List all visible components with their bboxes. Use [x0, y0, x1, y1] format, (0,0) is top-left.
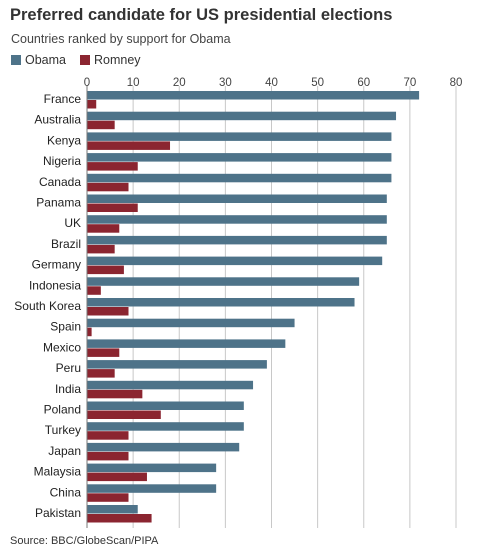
legend-swatch-obama [11, 55, 21, 65]
legend-swatch-romney [80, 55, 90, 65]
bar-obama-germany [87, 256, 383, 266]
bar-obama-mexico [87, 339, 286, 348]
bar-obama-peru [87, 360, 267, 369]
category-label-south-korea: South Korea [14, 299, 81, 313]
bar-obama-malaysia [87, 463, 217, 473]
bar-romney-panama [87, 203, 138, 212]
category-label-france: France [44, 92, 82, 106]
bar-romney-turkey [87, 431, 129, 440]
category-label-japan: Japan [48, 444, 81, 458]
bar-obama-india [87, 380, 254, 390]
legend-label-romney: Romney [94, 53, 141, 67]
bar-romney-australia [87, 120, 115, 130]
bar-obama-japan [87, 442, 240, 452]
x-tick-label-40: 40 [265, 77, 278, 89]
bar-obama-nigeria [87, 153, 392, 162]
bar-romney-japan [87, 451, 129, 461]
category-label-indonesia: Indonesia [29, 278, 81, 292]
category-label-spain: Spain [50, 320, 81, 334]
bar-obama-poland [87, 401, 244, 410]
category-label-uk: UK [64, 216, 81, 230]
bar-romney-canada [87, 182, 129, 192]
bar-obama-australia [87, 111, 397, 121]
bar-obama-panama [87, 194, 387, 203]
x-tick-label-10: 10 [127, 77, 140, 89]
x-tick-label-20: 20 [173, 77, 186, 89]
bar-obama-south-korea [87, 298, 355, 307]
category-label-pakistan: Pakistan [35, 506, 81, 520]
x-tick-label-60: 60 [357, 77, 370, 89]
x-tick-label-0: 0 [84, 77, 90, 89]
category-label-mexico: Mexico [43, 340, 81, 354]
bar-obama-kenya [87, 132, 392, 141]
bar-obama-indonesia [87, 277, 360, 286]
x-tick-label-30: 30 [219, 77, 232, 89]
bar-obama-china [87, 484, 217, 493]
bar-obama-france [87, 91, 420, 100]
category-label-kenya: Kenya [47, 133, 81, 147]
category-label-germany: Germany [32, 258, 81, 272]
category-label-peru: Peru [56, 361, 81, 375]
bar-romney-nigeria [87, 162, 138, 171]
bar-obama-turkey [87, 422, 244, 431]
category-label-india: India [55, 382, 81, 396]
legend: Obama Romney [11, 53, 155, 67]
source-note: Source: BBC/GlobeScan/PIPA [10, 535, 159, 547]
bar-obama-canada [87, 173, 392, 183]
bar-romney-india [87, 389, 143, 399]
bar-obama-pakistan [87, 505, 138, 514]
bar-romney-malaysia [87, 472, 147, 482]
bar-obama-brazil [87, 235, 387, 245]
bar-romney-mexico [87, 348, 120, 357]
chart-title: Preferred candidate for US presidential … [10, 6, 393, 24]
bar-romney-uk [87, 224, 120, 233]
category-label-australia: Australia [34, 113, 81, 127]
category-label-turkey: Turkey [45, 423, 81, 437]
bar-romney-kenya [87, 141, 171, 150]
x-tick-label-50: 50 [311, 77, 324, 89]
bar-romney-china [87, 493, 129, 502]
category-label-panama: Panama [36, 196, 81, 210]
chart-subtitle: Countries ranked by support for Obama [11, 32, 231, 46]
bar-romney-peru [87, 369, 115, 378]
bar-romney-spain [87, 327, 92, 337]
legend-item-obama: Obama [11, 53, 66, 67]
bar-romney-indonesia [87, 286, 101, 295]
category-label-brazil: Brazil [51, 237, 81, 251]
bar-romney-south-korea [87, 307, 129, 316]
bar-romney-brazil [87, 244, 115, 254]
bar-romney-poland [87, 410, 161, 419]
bar-romney-france [87, 100, 97, 109]
category-label-canada: Canada [39, 175, 81, 189]
category-label-nigeria: Nigeria [43, 154, 81, 168]
bar-romney-germany [87, 265, 124, 275]
legend-label-obama: Obama [25, 53, 66, 67]
category-label-china: China [50, 485, 82, 499]
bar-obama-spain [87, 318, 295, 328]
bar-romney-pakistan [87, 514, 152, 523]
bar-obama-uk [87, 215, 387, 224]
category-label-poland: Poland [44, 403, 81, 417]
category-label-malaysia: Malaysia [34, 465, 82, 479]
legend-item-romney: Romney [80, 53, 141, 67]
x-tick-label-80: 80 [450, 77, 463, 89]
x-tick-label-70: 70 [403, 77, 416, 89]
